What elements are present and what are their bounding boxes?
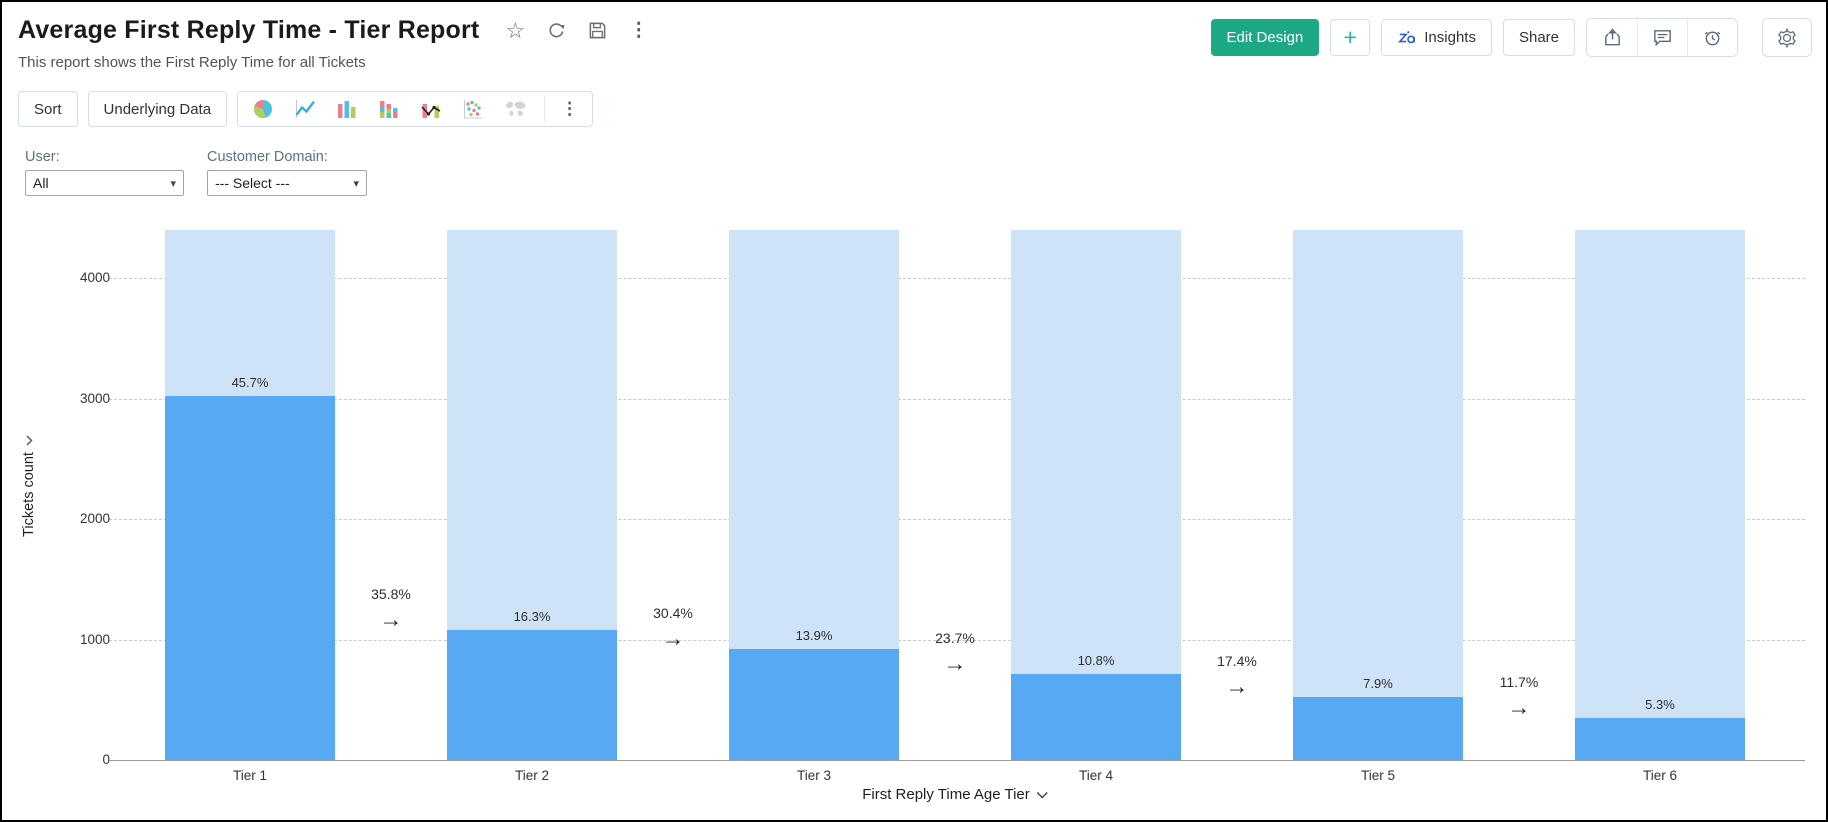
dropdown-caret-icon: ▾ xyxy=(353,177,359,190)
zia-icon xyxy=(1397,29,1417,47)
refresh-icon[interactable] xyxy=(547,21,566,40)
more-chart-types-icon[interactable]: ⋮ xyxy=(561,99,579,118)
comment-icon[interactable] xyxy=(1637,19,1687,56)
gridline xyxy=(109,519,1805,521)
combo-chart-icon[interactable] xyxy=(410,94,452,124)
chevron-down-icon xyxy=(1036,791,1048,799)
bar-count-tier-3[interactable] xyxy=(729,649,899,760)
conversion-rate-label: 30.4% xyxy=(653,605,693,622)
more-vertical-icon[interactable]: ⋮ xyxy=(629,20,649,41)
conversion-arrow-icon: → xyxy=(1225,673,1249,700)
conversion-arrow-icon: → xyxy=(943,649,967,676)
bar-count-tier-4[interactable] xyxy=(1011,673,1181,760)
y-tick-label: 1000 xyxy=(79,631,110,647)
conversion-rate-label: 11.7% xyxy=(1499,673,1539,690)
bar-percent-label: 7.9% xyxy=(1363,676,1393,692)
page-title: Average First Reply Time - Tier Report xyxy=(18,16,480,44)
bar-percent-label: 5.3% xyxy=(1645,696,1675,712)
x-category-label: Tier 5 xyxy=(1360,768,1395,783)
header-actions: Edit Design + Insights Share xyxy=(1210,18,1812,57)
domain-filter-select[interactable]: --- Select --- ▾ xyxy=(207,170,367,196)
pie-chart-icon[interactable] xyxy=(242,94,284,124)
bar-count-tier-5[interactable] xyxy=(1293,697,1463,760)
bar-total-tier-6[interactable] xyxy=(1575,230,1745,760)
favorite-star-icon[interactable]: ☆ xyxy=(505,17,526,43)
gridline xyxy=(109,278,1805,280)
sort-button[interactable]: Sort xyxy=(18,91,78,127)
underlying-data-button[interactable]: Underlying Data xyxy=(87,91,228,127)
conversion-rate-label: 17.4% xyxy=(1217,653,1257,670)
y-axis-title[interactable]: Tickets count xyxy=(21,435,37,537)
bar-percent-label: 16.3% xyxy=(513,609,551,625)
x-category-label: Tier 3 xyxy=(796,768,831,783)
x-category-label: Tier 6 xyxy=(1642,768,1677,783)
save-icon[interactable] xyxy=(588,21,607,40)
share-button[interactable]: Share xyxy=(1502,19,1575,56)
title-action-icons: ☆ ⋮ xyxy=(505,17,649,43)
gridline xyxy=(109,639,1805,641)
dropdown-caret-icon: ▾ xyxy=(170,177,176,190)
scatter-chart-icon[interactable] xyxy=(452,94,494,124)
user-filter-value: All xyxy=(33,175,49,191)
domain-filter-value: --- Select --- xyxy=(215,175,290,191)
domain-filter-label: Customer Domain: xyxy=(207,149,328,165)
y-tick-label: 0 xyxy=(102,752,110,767)
header-icon-group xyxy=(1586,18,1738,57)
x-axis-title[interactable]: First Reply Time Age Tier xyxy=(862,786,1048,803)
edit-design-button[interactable]: Edit Design xyxy=(1210,19,1320,56)
bar-percent-label: 10.8% xyxy=(1077,652,1115,668)
bar-percent-label: 45.7% xyxy=(231,375,269,391)
x-category-label: Tier 1 xyxy=(232,768,267,783)
toolbar-divider xyxy=(544,96,546,122)
bar-total-tier-5[interactable] xyxy=(1293,230,1463,760)
x-category-label: Tier 2 xyxy=(514,768,549,783)
conversion-arrow-icon: → xyxy=(661,625,685,652)
user-filter-select[interactable]: All ▾ xyxy=(25,170,184,196)
conversion-rate-label: 35.8% xyxy=(371,586,411,603)
add-button[interactable]: + xyxy=(1330,19,1371,56)
conversion-rate-label: 23.7% xyxy=(935,629,975,646)
bar-count-tier-2[interactable] xyxy=(447,630,617,760)
insights-button[interactable]: Insights xyxy=(1381,19,1492,56)
report-subtitle: This report shows the First Reply Time f… xyxy=(18,54,366,71)
conversion-arrow-icon: → xyxy=(379,606,403,633)
report-header: Average First Reply Time - Tier Report ☆… xyxy=(18,16,648,45)
insights-label: Insights xyxy=(1424,29,1476,46)
export-icon[interactable] xyxy=(1587,19,1637,56)
bar-count-tier-1[interactable] xyxy=(165,396,335,760)
chart-type-switcher: ⋮ xyxy=(237,91,594,127)
bar-chart-icon[interactable] xyxy=(326,94,368,124)
gridline xyxy=(109,398,1805,400)
line-chart-icon[interactable] xyxy=(284,94,326,124)
alert-clock-icon[interactable] xyxy=(1687,19,1737,56)
settings-gear-icon[interactable] xyxy=(1762,18,1812,57)
y-tick-label: 3000 xyxy=(79,390,110,406)
bar-total-tier-4[interactable] xyxy=(1011,230,1181,760)
map-chart-icon[interactable] xyxy=(494,94,538,124)
x-axis-line xyxy=(109,760,1805,761)
conversion-arrow-icon: → xyxy=(1507,693,1531,720)
report-toolbar: Sort Underlying Data ⋮ xyxy=(18,91,594,127)
x-category-label: Tier 4 xyxy=(1078,768,1113,783)
user-filter-label: User: xyxy=(25,149,60,165)
bar-percent-label: 13.9% xyxy=(795,628,833,644)
y-tick-label: 2000 xyxy=(79,511,110,527)
stacked-bar-chart-icon[interactable] xyxy=(368,94,410,124)
y-tick-label: 4000 xyxy=(79,270,110,286)
chevron-down-icon xyxy=(26,435,32,446)
bar-count-tier-6[interactable] xyxy=(1575,717,1745,760)
